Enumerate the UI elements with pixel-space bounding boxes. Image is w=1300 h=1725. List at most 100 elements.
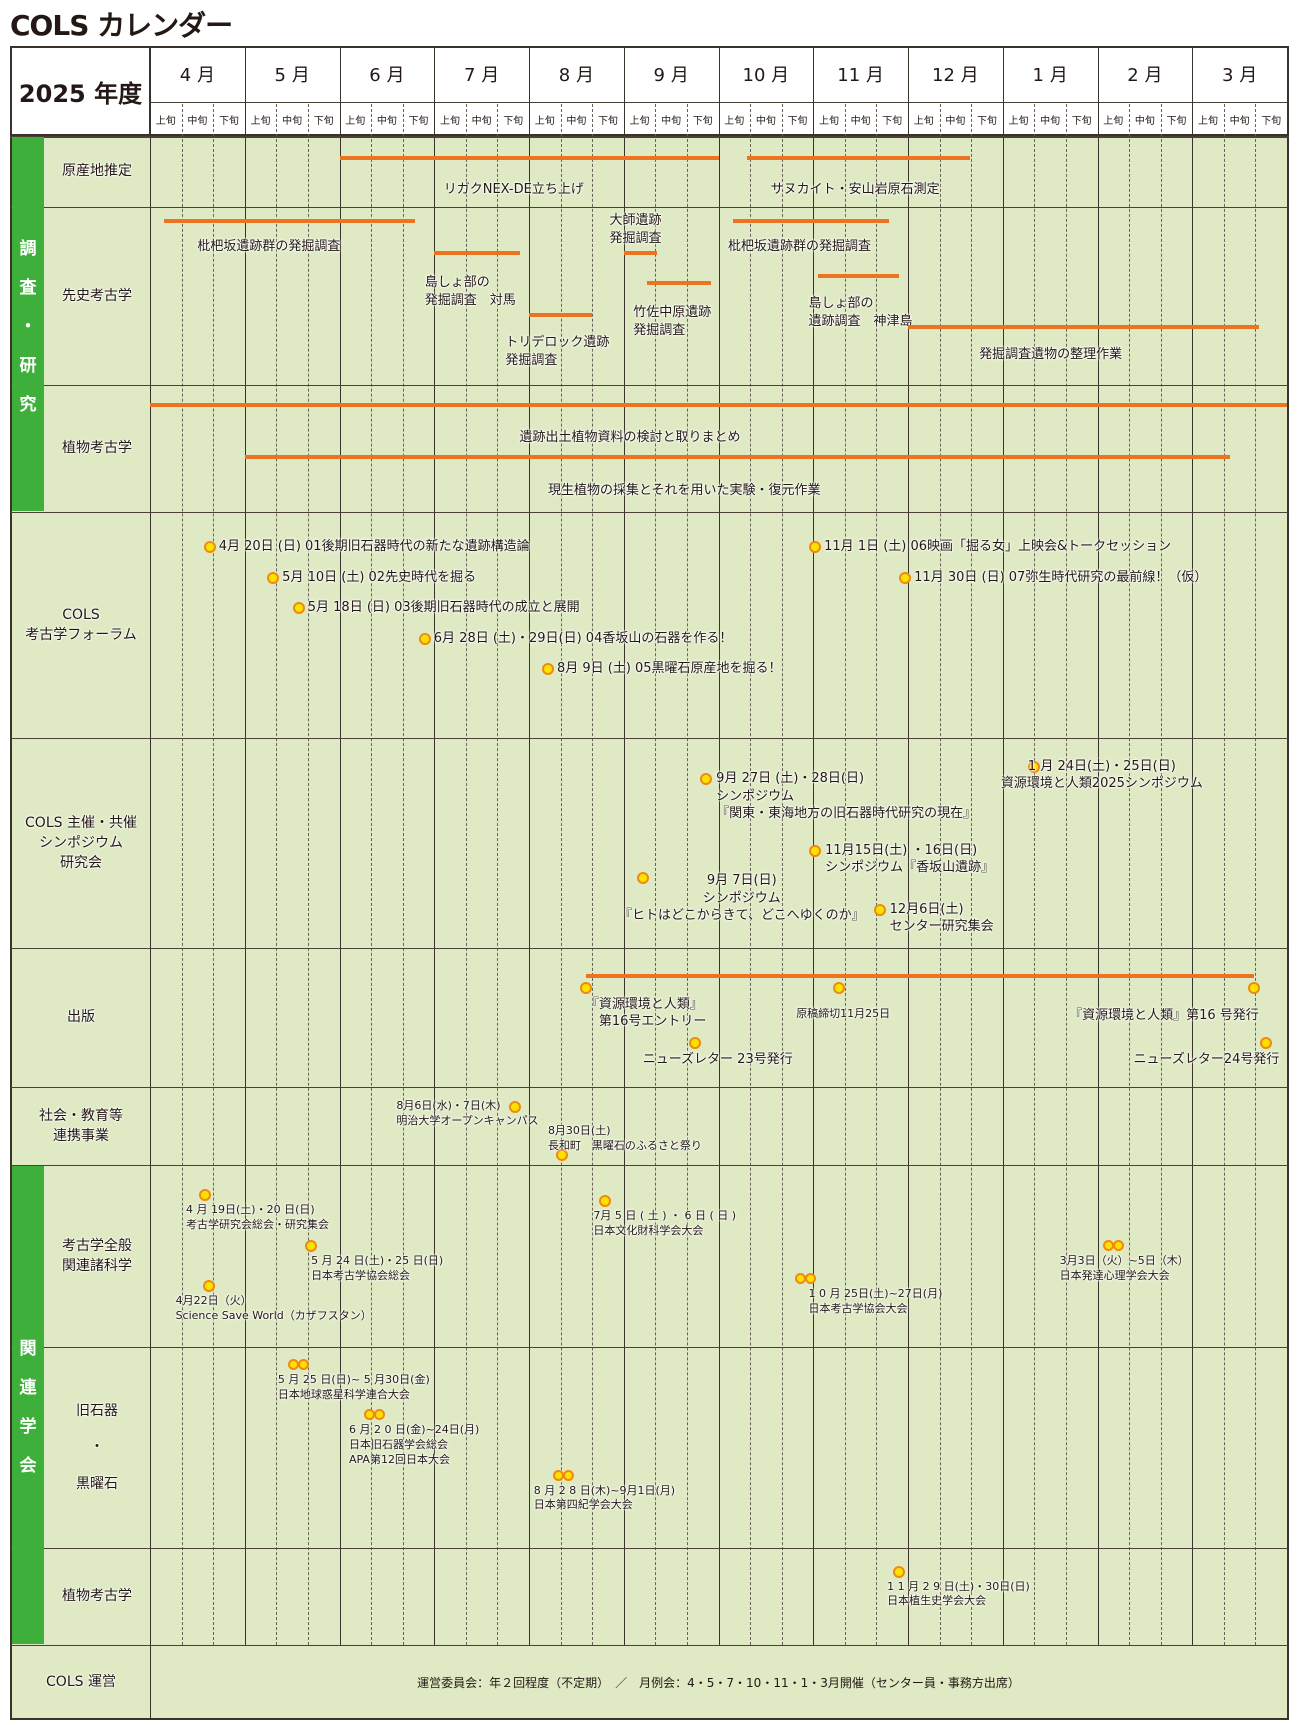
group-char: ・: [19, 316, 37, 337]
subperiod-gridline: [1223, 104, 1225, 1645]
subperiod-gridline: [686, 104, 688, 1645]
event-marker: [508, 1100, 521, 1113]
group-char: 研: [19, 355, 37, 376]
subperiod-label: 下旬: [1071, 115, 1092, 127]
group-char: 会: [19, 1456, 37, 1476]
event-label: 5月 10日 (土) 02先史時代を掘る: [282, 570, 477, 586]
event-label: 3月3日（火）~5日（木） 日本発達心理学会大会: [1059, 1254, 1189, 1282]
subperiod-gridline: [307, 104, 309, 1645]
event-marker: [809, 844, 822, 857]
schedule-bar-label: 竹佐中原遺跡 発掘調査: [633, 304, 712, 338]
month-header: 10 月: [742, 65, 790, 86]
month-header: 11 月: [837, 65, 884, 86]
month-gridline: [1002, 48, 1004, 1645]
event-label: 12月6日(土) センター研究集会: [889, 901, 994, 935]
subperiod-gridline: [371, 104, 373, 1645]
event-label: 1 月 24日(土)・25日(日) 資源環境と人類2025シンポジウム: [1000, 758, 1203, 792]
subperiod-gridline: [276, 104, 278, 1645]
schedule-bar-label: 遺跡出土植物資料の検討と取りまとめ: [519, 429, 741, 445]
event-label: 7月 5 日 ( 土 ) ・ 6 日 ( 日 ) 日本文化財科学会大会: [593, 1208, 737, 1237]
event-marker: [688, 1037, 701, 1050]
row-divider: [10, 738, 1289, 739]
event-label: 8月6日(水)・7日(木) 明治大学オープンキャンパス: [396, 1098, 539, 1127]
event-label: 9月 7日(日) シンポジウム 『ヒトはどこからきて、どこへゆくのか』: [619, 873, 865, 924]
subperiod-gridline: [1065, 104, 1067, 1645]
row-divider: [10, 385, 1289, 386]
subperiod-label: 下旬: [313, 115, 334, 127]
schedule-bar: [150, 403, 1287, 408]
schedule-bar-label: 枇杷坂遺跡群の発掘調査: [197, 238, 341, 254]
event-label: 8 月 2 8 日(木)~9月1日(月) 日本第四紀学会大会: [533, 1483, 676, 1512]
subperiod-label: 上旬: [1103, 115, 1124, 127]
event-label: 6 月 2 0 日(金)~24日(月) 日本旧石器学会総会 APA第12回日本大…: [348, 1423, 480, 1466]
schedule-bar: [647, 280, 711, 285]
month-header: 7 月: [464, 65, 500, 86]
event-marker-start: [363, 1409, 375, 1421]
subperiod-label: 中旬: [187, 115, 208, 127]
subperiod-gridline: [1160, 104, 1162, 1645]
event-label: 6月 28日 (土)・29日(日) 04香坂山の石器を作る！: [433, 631, 733, 647]
subperiod-gridline: [655, 104, 657, 1645]
row-label: 植物考古学: [62, 440, 132, 457]
subperiod-label: 上旬: [534, 115, 555, 127]
event-label: 4月22日（火） Science Save World（カザフスタン）: [175, 1294, 372, 1323]
subperiod-label: 中旬: [471, 115, 492, 127]
row-label: 考古学全般 関連諸科学: [62, 1237, 132, 1274]
event-label: 8月30日(土) 長和町 黒曜石のふるさと祭り: [547, 1124, 702, 1152]
subperiod-label: 中旬: [376, 115, 397, 127]
schedule-bar-label: 島しょ部の 発掘調査 対馬: [424, 274, 516, 308]
event-label: 11月15日(土) ・16日(日) シンポジウム『香坂山遺跡』: [825, 842, 995, 876]
subperiod-label: 下旬: [692, 115, 713, 127]
schedule-bar: [339, 156, 719, 161]
event-marker: [418, 633, 431, 646]
event-label: 5月 18日 (日) 03後期旧石器時代の成立と展開: [307, 599, 580, 615]
subperiod-label: 上旬: [913, 115, 934, 127]
schedule-bar: [244, 455, 1231, 460]
row-label: 原産地推定: [62, 163, 132, 180]
month-gridline: [908, 48, 909, 1645]
subperiod-gridline: [213, 104, 215, 1645]
month-gridline: [529, 48, 530, 1645]
schedule-bar: [585, 974, 1254, 979]
group-char: 査: [19, 277, 37, 298]
event-marker: [892, 1565, 905, 1578]
month-header: 8 月: [558, 65, 594, 86]
event-marker-end: [297, 1359, 309, 1371]
label-column-divider: [150, 136, 151, 1720]
subperiod-label: 下旬: [1261, 115, 1282, 127]
event-marker: [636, 872, 649, 885]
subperiod-label: 上旬: [345, 115, 366, 127]
subperiod-label: 下旬: [882, 115, 903, 127]
schedule-bar-label: トリデロック遺跡 発掘調査: [505, 335, 610, 369]
row-divider: [10, 1165, 1289, 1166]
subperiod-label: 下旬: [976, 115, 997, 127]
subperiod-label: 中旬: [566, 115, 587, 127]
event-marker-end: [373, 1409, 385, 1421]
subperiod-label: 下旬: [218, 115, 239, 127]
schedule-bar-label: 島しょ部の 遺跡調査 神津島: [808, 295, 913, 330]
subperiod-label: 下旬: [408, 115, 429, 127]
subperiod-gridline: [1034, 104, 1036, 1645]
row-label: COLS 考古学フォーラム: [25, 606, 137, 643]
subperiod-gridline: [939, 104, 941, 1645]
schedule-bar-label: 現生植物の採集とそれを用いた実験・復元作業: [547, 482, 821, 498]
subperiod-gridline: [402, 104, 404, 1645]
event-marker: [198, 1189, 211, 1202]
subperiod-label: 下旬: [503, 115, 524, 127]
schedule-bar: [529, 312, 593, 317]
row-label: 植物考古学: [62, 1588, 132, 1605]
subperiod-label: 中旬: [755, 115, 776, 127]
month-gridline: [1287, 48, 1288, 1645]
month-header: 4 月: [179, 65, 215, 86]
group-char: 究: [19, 394, 37, 415]
month-header: 12 月: [932, 65, 979, 86]
event-marker: [541, 662, 554, 675]
event-label: 8月 9日 (土) 05黒曜石原産地を掘る！: [556, 660, 782, 676]
subperiod-gridline: [1255, 104, 1257, 1645]
month-gridline: [339, 48, 341, 1645]
subperiod-gridline: [497, 104, 499, 1645]
event-label: 5 月 25 日(日)~ 5 月30日(金) 日本地球惑星科学連合大会: [277, 1373, 430, 1401]
row-divider: [10, 136, 1289, 138]
subperiod-label: 中旬: [282, 115, 303, 127]
subperiod-label: 上旬: [440, 115, 461, 127]
